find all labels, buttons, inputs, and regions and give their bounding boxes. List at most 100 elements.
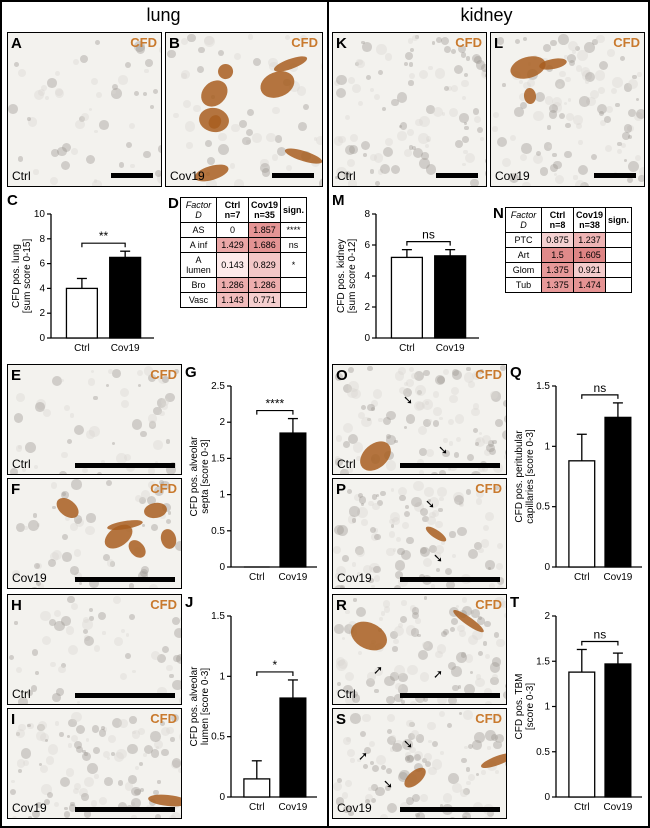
scale-bar	[272, 173, 314, 178]
condition-label: Ctrl	[12, 169, 31, 183]
svg-text:0: 0	[364, 333, 370, 344]
cfd-label: CFD	[150, 597, 177, 612]
svg-text:[sum score 0-15]: [sum score 0-15]	[22, 239, 33, 314]
svg-text:6: 6	[364, 240, 370, 251]
cfd-label: CFD	[475, 481, 502, 496]
panel-P: P CFD ➘ ➘ Cov19	[332, 478, 507, 589]
svg-text:0.5: 0.5	[211, 732, 225, 743]
svg-text:2: 2	[364, 302, 370, 313]
table-D: D Factor DCtrln=7Cov19n=35sign.AS01.857*…	[180, 197, 320, 308]
data-table: Factor DCtrln=7Cov19n=35sign.AS01.857***…	[180, 197, 307, 308]
condition-label: Cov19	[12, 801, 47, 815]
svg-text:****: ****	[266, 397, 285, 411]
cfd-label: CFD	[150, 481, 177, 496]
svg-text:8: 8	[364, 209, 370, 220]
table-N: N Factor DCtrln=8Cov19n=38sign.PTC0.8751…	[505, 207, 645, 293]
panel-letter: Q	[510, 364, 522, 381]
cfd-label: CFD	[130, 35, 157, 50]
svg-text:8: 8	[39, 234, 45, 245]
chart-M: M 02468nsCtrlCov19CFD pos. kidney[sum sc…	[332, 192, 485, 360]
scale-bar	[594, 173, 636, 178]
svg-text:Cov19: Cov19	[436, 343, 465, 354]
cfd-label: CFD	[475, 367, 502, 382]
panel-O: O CFD ➘ ➘ Ctrl	[332, 364, 507, 475]
panel-L: L CFD Cov19	[490, 32, 645, 187]
panel-A: A CFD Ctrl	[7, 32, 162, 187]
svg-text:1.5: 1.5	[536, 656, 550, 667]
scale-bar	[400, 693, 500, 698]
scale-bar	[400, 463, 500, 468]
condition-label: Cov19	[337, 571, 372, 585]
condition-label: Ctrl	[12, 687, 31, 701]
svg-text:Ctrl: Ctrl	[249, 572, 265, 583]
cfd-label: CFD	[455, 35, 482, 50]
arrow-icon: ➚	[433, 667, 443, 681]
histology-image	[166, 33, 322, 186]
svg-text:2.5: 2.5	[211, 381, 225, 392]
condition-label: Cov19	[170, 169, 205, 183]
vertical-divider	[327, 2, 329, 826]
chart-C: C 0246810**CtrlCov19CFD pos. lung[sum sc…	[7, 192, 160, 360]
panel-letter: F	[11, 481, 20, 498]
svg-text:CFD pos. alveolar: CFD pos. alveolar	[189, 436, 200, 517]
panel-letter: E	[11, 367, 21, 384]
svg-text:*: *	[273, 658, 278, 672]
svg-text:1: 1	[544, 441, 550, 452]
condition-label: Ctrl	[337, 687, 356, 701]
svg-text:1: 1	[219, 671, 225, 682]
panel-letter: R	[336, 597, 347, 614]
panel-letter: P	[336, 481, 346, 498]
cfd-label: CFD	[475, 597, 502, 612]
panel-F: F CFD Cov19	[7, 478, 182, 589]
arrow-icon: ➚	[358, 749, 368, 763]
svg-text:1.5: 1.5	[211, 611, 225, 622]
svg-text:ns: ns	[594, 627, 607, 641]
cfd-label: CFD	[150, 711, 177, 726]
cfd-label: CFD	[475, 711, 502, 726]
scale-bar	[400, 807, 500, 812]
histology-image	[333, 33, 486, 186]
svg-text:capillaries [score 0-3]: capillaries [score 0-3]	[525, 429, 536, 524]
scale-bar	[436, 173, 478, 178]
panel-letter: G	[185, 364, 197, 381]
svg-text:2: 2	[39, 308, 45, 319]
header-kidney: kidney	[325, 2, 648, 30]
scale-bar	[400, 577, 500, 582]
svg-text:4: 4	[364, 271, 370, 282]
chart-T: T 00.511.52nsCtrlCov19CFD pos. TBM[score…	[510, 594, 648, 819]
panel-letter: K	[336, 35, 347, 52]
figure-header: lung kidney	[2, 2, 648, 30]
svg-text:CFD pos. TBM: CFD pos. TBM	[514, 674, 525, 740]
panel-I: I CFD Cov19	[7, 708, 182, 819]
svg-text:0: 0	[219, 792, 225, 803]
svg-text:CFD pos. alveolar: CFD pos. alveolar	[189, 666, 200, 747]
condition-label: Ctrl	[12, 457, 31, 471]
svg-text:0: 0	[544, 562, 550, 573]
svg-text:1.5: 1.5	[536, 381, 550, 392]
svg-text:Ctrl: Ctrl	[574, 572, 590, 583]
svg-text:0: 0	[39, 333, 45, 344]
data-table: Factor DCtrln=8Cov19n=38sign.PTC0.8751.2…	[505, 207, 632, 293]
chart-J: J 00.511.5*CtrlCov19CFD pos. alveolarlum…	[185, 594, 323, 819]
svg-text:Cov19: Cov19	[278, 572, 307, 583]
scale-bar	[75, 807, 175, 812]
svg-text:0.5: 0.5	[536, 747, 550, 758]
panel-B: B CFD Cov19	[165, 32, 323, 187]
svg-text:1: 1	[219, 490, 225, 501]
panel-letter: J	[185, 594, 193, 611]
arrow-icon: ➘	[425, 497, 435, 511]
scale-bar	[75, 577, 175, 582]
svg-text:CFD pos. kidney: CFD pos. kidney	[336, 239, 347, 313]
arrow-icon: ➘	[403, 393, 413, 407]
svg-text:lumen [score 0-3]: lumen [score 0-3]	[200, 668, 211, 745]
svg-text:[sum score 0-12]: [sum score 0-12]	[347, 239, 358, 314]
scale-bar	[111, 173, 153, 178]
figure-container: lung kidney A CFD Ctrl B CFD Cov19 K CFD…	[0, 0, 650, 828]
svg-text:1.5: 1.5	[211, 453, 225, 464]
panel-letter: O	[336, 367, 348, 384]
svg-text:Cov19: Cov19	[111, 343, 140, 354]
panel-E: E CFD Ctrl	[7, 364, 182, 475]
chart-G: G 00.511.522.5****CtrlCov19CFD pos. alve…	[185, 364, 323, 589]
arrow-icon: ➘	[383, 777, 393, 791]
svg-text:[score 0-3]: [score 0-3]	[525, 683, 536, 730]
